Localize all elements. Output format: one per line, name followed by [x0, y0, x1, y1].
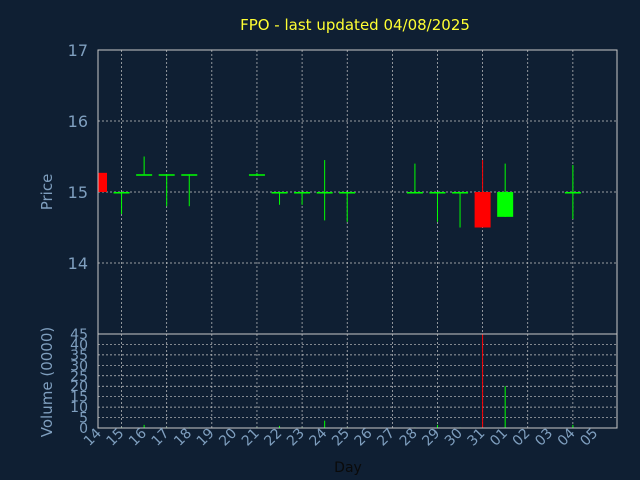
volume-tick-label: 25 [70, 369, 88, 385]
x-axis-label: Day [334, 460, 362, 476]
volume-tick-label: 15 [70, 390, 88, 406]
day-tick-label: 16 [126, 425, 150, 449]
candle-body [474, 192, 491, 228]
day-tick-label: 05 [577, 426, 601, 450]
day-tick-labels: 1415161718192021222324252627282930310102… [81, 425, 601, 449]
candle-body [158, 174, 175, 176]
volume-panel-frame [97, 333, 618, 429]
day-tick-label: 15 [103, 426, 127, 450]
candle-body [113, 192, 130, 194]
candle-body [429, 192, 446, 194]
day-tick-label: 29 [419, 426, 443, 450]
candle-body [99, 172, 107, 192]
price-tick-labels: 14 15 16 17 [68, 41, 88, 273]
day-tick-label: 20 [216, 426, 240, 450]
day-tick-label: 18 [171, 426, 195, 450]
chart-title: FPO - last updated 04/08/2025 [240, 16, 470, 34]
day-tick-label: 04 [555, 425, 579, 449]
day-tick-label: 25 [329, 426, 353, 450]
candle-body [564, 192, 581, 194]
price-candles [98, 156, 581, 228]
grid [98, 50, 617, 428]
volume-axis-label: Volume (0000) [38, 327, 56, 437]
day-tick-label: 26 [352, 425, 376, 449]
volume-tick-label: 30 [70, 358, 88, 374]
candle-body [452, 192, 469, 194]
price-tick-label: 16 [68, 112, 88, 131]
volume-tick-label: 40 [70, 337, 88, 353]
day-tick-label: 19 [194, 426, 218, 450]
price-tick-label: 15 [68, 183, 88, 202]
day-tick-label: 27 [374, 426, 398, 450]
candle-body [136, 174, 153, 176]
volume-tick-label: 5 [79, 411, 88, 427]
price-tick-label: 14 [68, 254, 88, 273]
candle-body [316, 192, 333, 194]
day-tick-label: 22 [261, 426, 285, 450]
day-tick-label: 24 [307, 425, 331, 449]
candle-body [271, 192, 288, 194]
price-tick-label: 17 [68, 41, 88, 60]
volume-tick-label: 10 [70, 400, 88, 416]
day-tick-label: 30 [442, 426, 466, 450]
candle-body [497, 192, 514, 217]
volume-tick-label: 45 [70, 327, 88, 343]
volume-tick-label: 20 [70, 379, 88, 395]
day-tick-label: 21 [239, 426, 263, 450]
candle-body [294, 192, 311, 194]
volume-tick-label: 0 [79, 421, 88, 437]
day-tick-label: 01 [487, 426, 511, 450]
day-tick-label: 17 [149, 426, 173, 450]
candle-body [339, 192, 356, 194]
day-tick-label: 23 [284, 426, 308, 450]
day-tick-label: 02 [510, 426, 534, 450]
candle-body [181, 174, 198, 176]
volume-bars [121, 334, 574, 428]
candle-body [248, 174, 265, 176]
y-axis-label: Price [38, 174, 56, 211]
day-tick-label: 03 [532, 426, 556, 450]
day-tick-label: 28 [397, 426, 421, 450]
day-tick-label: 31 [465, 426, 489, 450]
volume-tick-label: 35 [70, 348, 88, 364]
candle-body [406, 192, 423, 194]
